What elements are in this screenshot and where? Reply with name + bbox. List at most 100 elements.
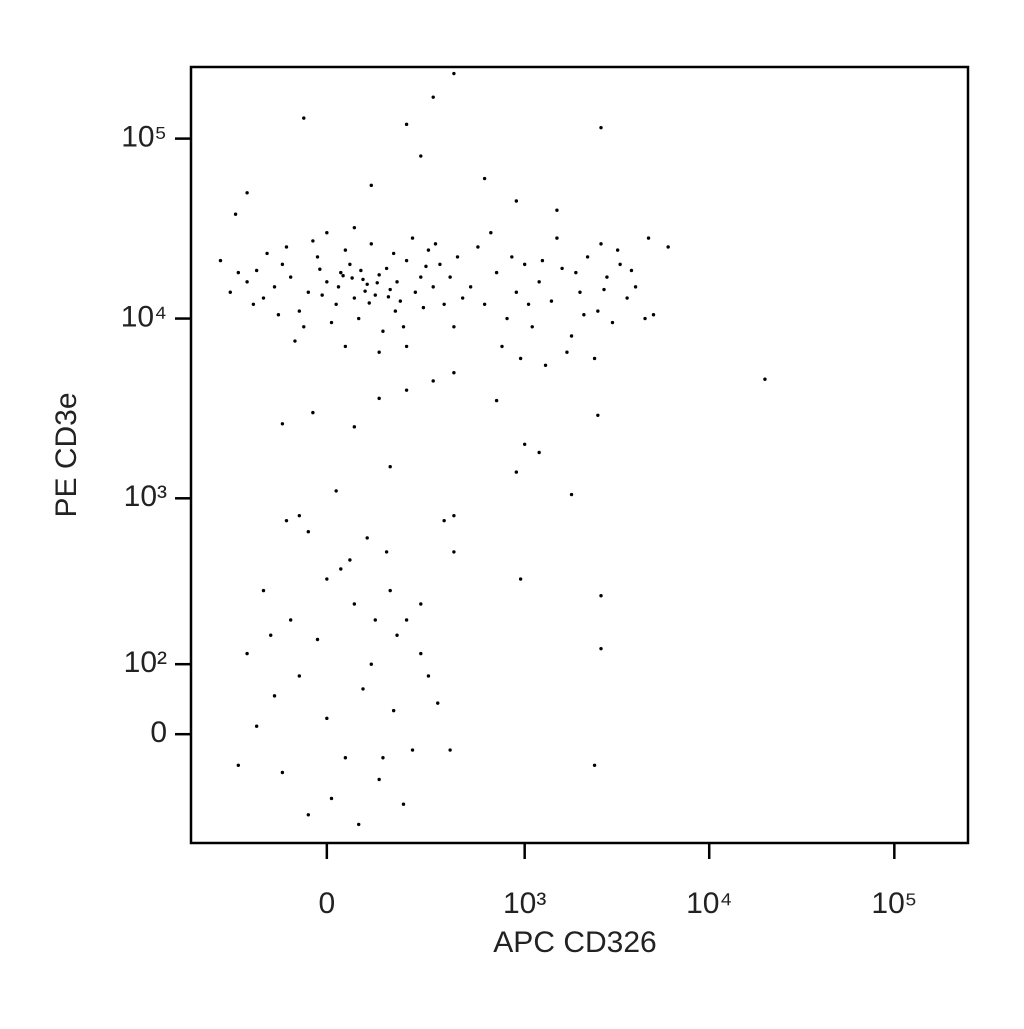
- event-dot: [272, 694, 277, 698]
- event-dot: [363, 289, 367, 293]
- event-dot: [357, 316, 361, 321]
- event-dot: [646, 236, 651, 240]
- event-dot: [320, 293, 324, 297]
- event-dot: [565, 350, 569, 354]
- event-dot: [228, 290, 232, 294]
- event-dot: [377, 350, 381, 354]
- event-dot: [377, 273, 381, 277]
- event-dot: [365, 282, 369, 287]
- event-dot: [494, 270, 499, 275]
- event-dot: [514, 290, 519, 294]
- event-dot: [500, 344, 504, 349]
- event-dot: [288, 275, 293, 279]
- event-dot: [343, 344, 348, 349]
- event-dot: [518, 356, 523, 361]
- event-dot: [352, 296, 357, 300]
- event-dot: [514, 199, 519, 203]
- event-dot: [334, 302, 338, 307]
- event-dot: [388, 588, 392, 593]
- y-tick-label: 10⁵: [121, 121, 167, 154]
- event-dot: [357, 822, 361, 827]
- event-dot: [388, 465, 392, 469]
- event-dot: [426, 674, 431, 678]
- event-dot: [505, 316, 509, 321]
- event-dot: [585, 255, 590, 259]
- x-tick-label: 10³: [503, 887, 546, 920]
- y-tick-label: 0: [150, 716, 167, 749]
- event-dot: [763, 377, 767, 381]
- event-dot: [530, 325, 534, 329]
- event-dot: [348, 558, 352, 562]
- event-dot: [265, 251, 269, 256]
- event-dot: [424, 264, 428, 269]
- event-dot: [381, 756, 385, 760]
- y-tick-label: 10³: [124, 480, 167, 513]
- event-dot: [384, 550, 389, 554]
- event-dot: [476, 245, 480, 249]
- event-dot: [315, 637, 320, 642]
- event-dot: [401, 802, 406, 806]
- event-dot: [393, 309, 398, 313]
- event-dot: [254, 268, 259, 273]
- event-dot: [218, 258, 223, 263]
- event-dot: [419, 602, 423, 606]
- event-dot: [494, 398, 499, 403]
- event-dot: [555, 208, 559, 212]
- event-dot: [350, 276, 354, 280]
- event-dot: [373, 618, 377, 622]
- event-dot: [433, 242, 438, 246]
- event-dot: [325, 230, 329, 235]
- event-dot: [518, 577, 523, 581]
- x-axis-title: APC CD326: [493, 926, 656, 959]
- event-dot: [431, 379, 435, 383]
- event-dot: [410, 236, 415, 240]
- event-dot: [334, 489, 338, 493]
- event-dot: [269, 633, 273, 637]
- event-dot: [365, 536, 369, 540]
- event-dot: [377, 777, 381, 782]
- event-dot: [592, 763, 597, 767]
- event-dot: [381, 329, 385, 333]
- event-dot: [455, 255, 460, 259]
- event-dot: [468, 285, 473, 289]
- event-dot: [421, 305, 426, 310]
- event-dot: [549, 299, 554, 303]
- event-dot: [404, 122, 409, 127]
- event-dot: [629, 268, 634, 273]
- x-tick-label: 10⁴: [686, 887, 732, 920]
- event-dot: [537, 280, 541, 284]
- event-dot: [526, 302, 531, 307]
- event-dot: [339, 270, 343, 275]
- event-dot: [311, 410, 315, 415]
- event-dot: [280, 262, 285, 267]
- event-dot: [452, 325, 456, 329]
- event-dot: [297, 674, 302, 678]
- event-dot: [419, 154, 423, 158]
- event-dot: [367, 301, 371, 305]
- event-dot: [297, 309, 302, 313]
- event-dot: [431, 95, 435, 99]
- event-dot: [302, 116, 306, 120]
- event-dot: [391, 251, 396, 256]
- event-dot: [599, 125, 603, 130]
- event-dot: [404, 618, 409, 622]
- event-dot: [352, 225, 357, 230]
- event-dot: [419, 651, 423, 656]
- event-dot: [460, 296, 465, 300]
- event-dot: [452, 371, 456, 375]
- event-dot: [625, 296, 629, 300]
- event-dot: [574, 270, 578, 275]
- event-dot: [596, 413, 600, 417]
- event-dot: [352, 425, 357, 429]
- event-dot: [395, 280, 399, 284]
- event-dot: [245, 651, 249, 656]
- event-dot: [329, 796, 334, 801]
- event-dot: [233, 212, 238, 216]
- event-dot: [391, 708, 396, 713]
- event-dot: [395, 633, 399, 637]
- event-dot: [419, 275, 423, 279]
- event-dot: [510, 255, 514, 259]
- event-dot: [311, 239, 315, 243]
- event-dot: [377, 396, 381, 401]
- event-dot: [306, 813, 311, 817]
